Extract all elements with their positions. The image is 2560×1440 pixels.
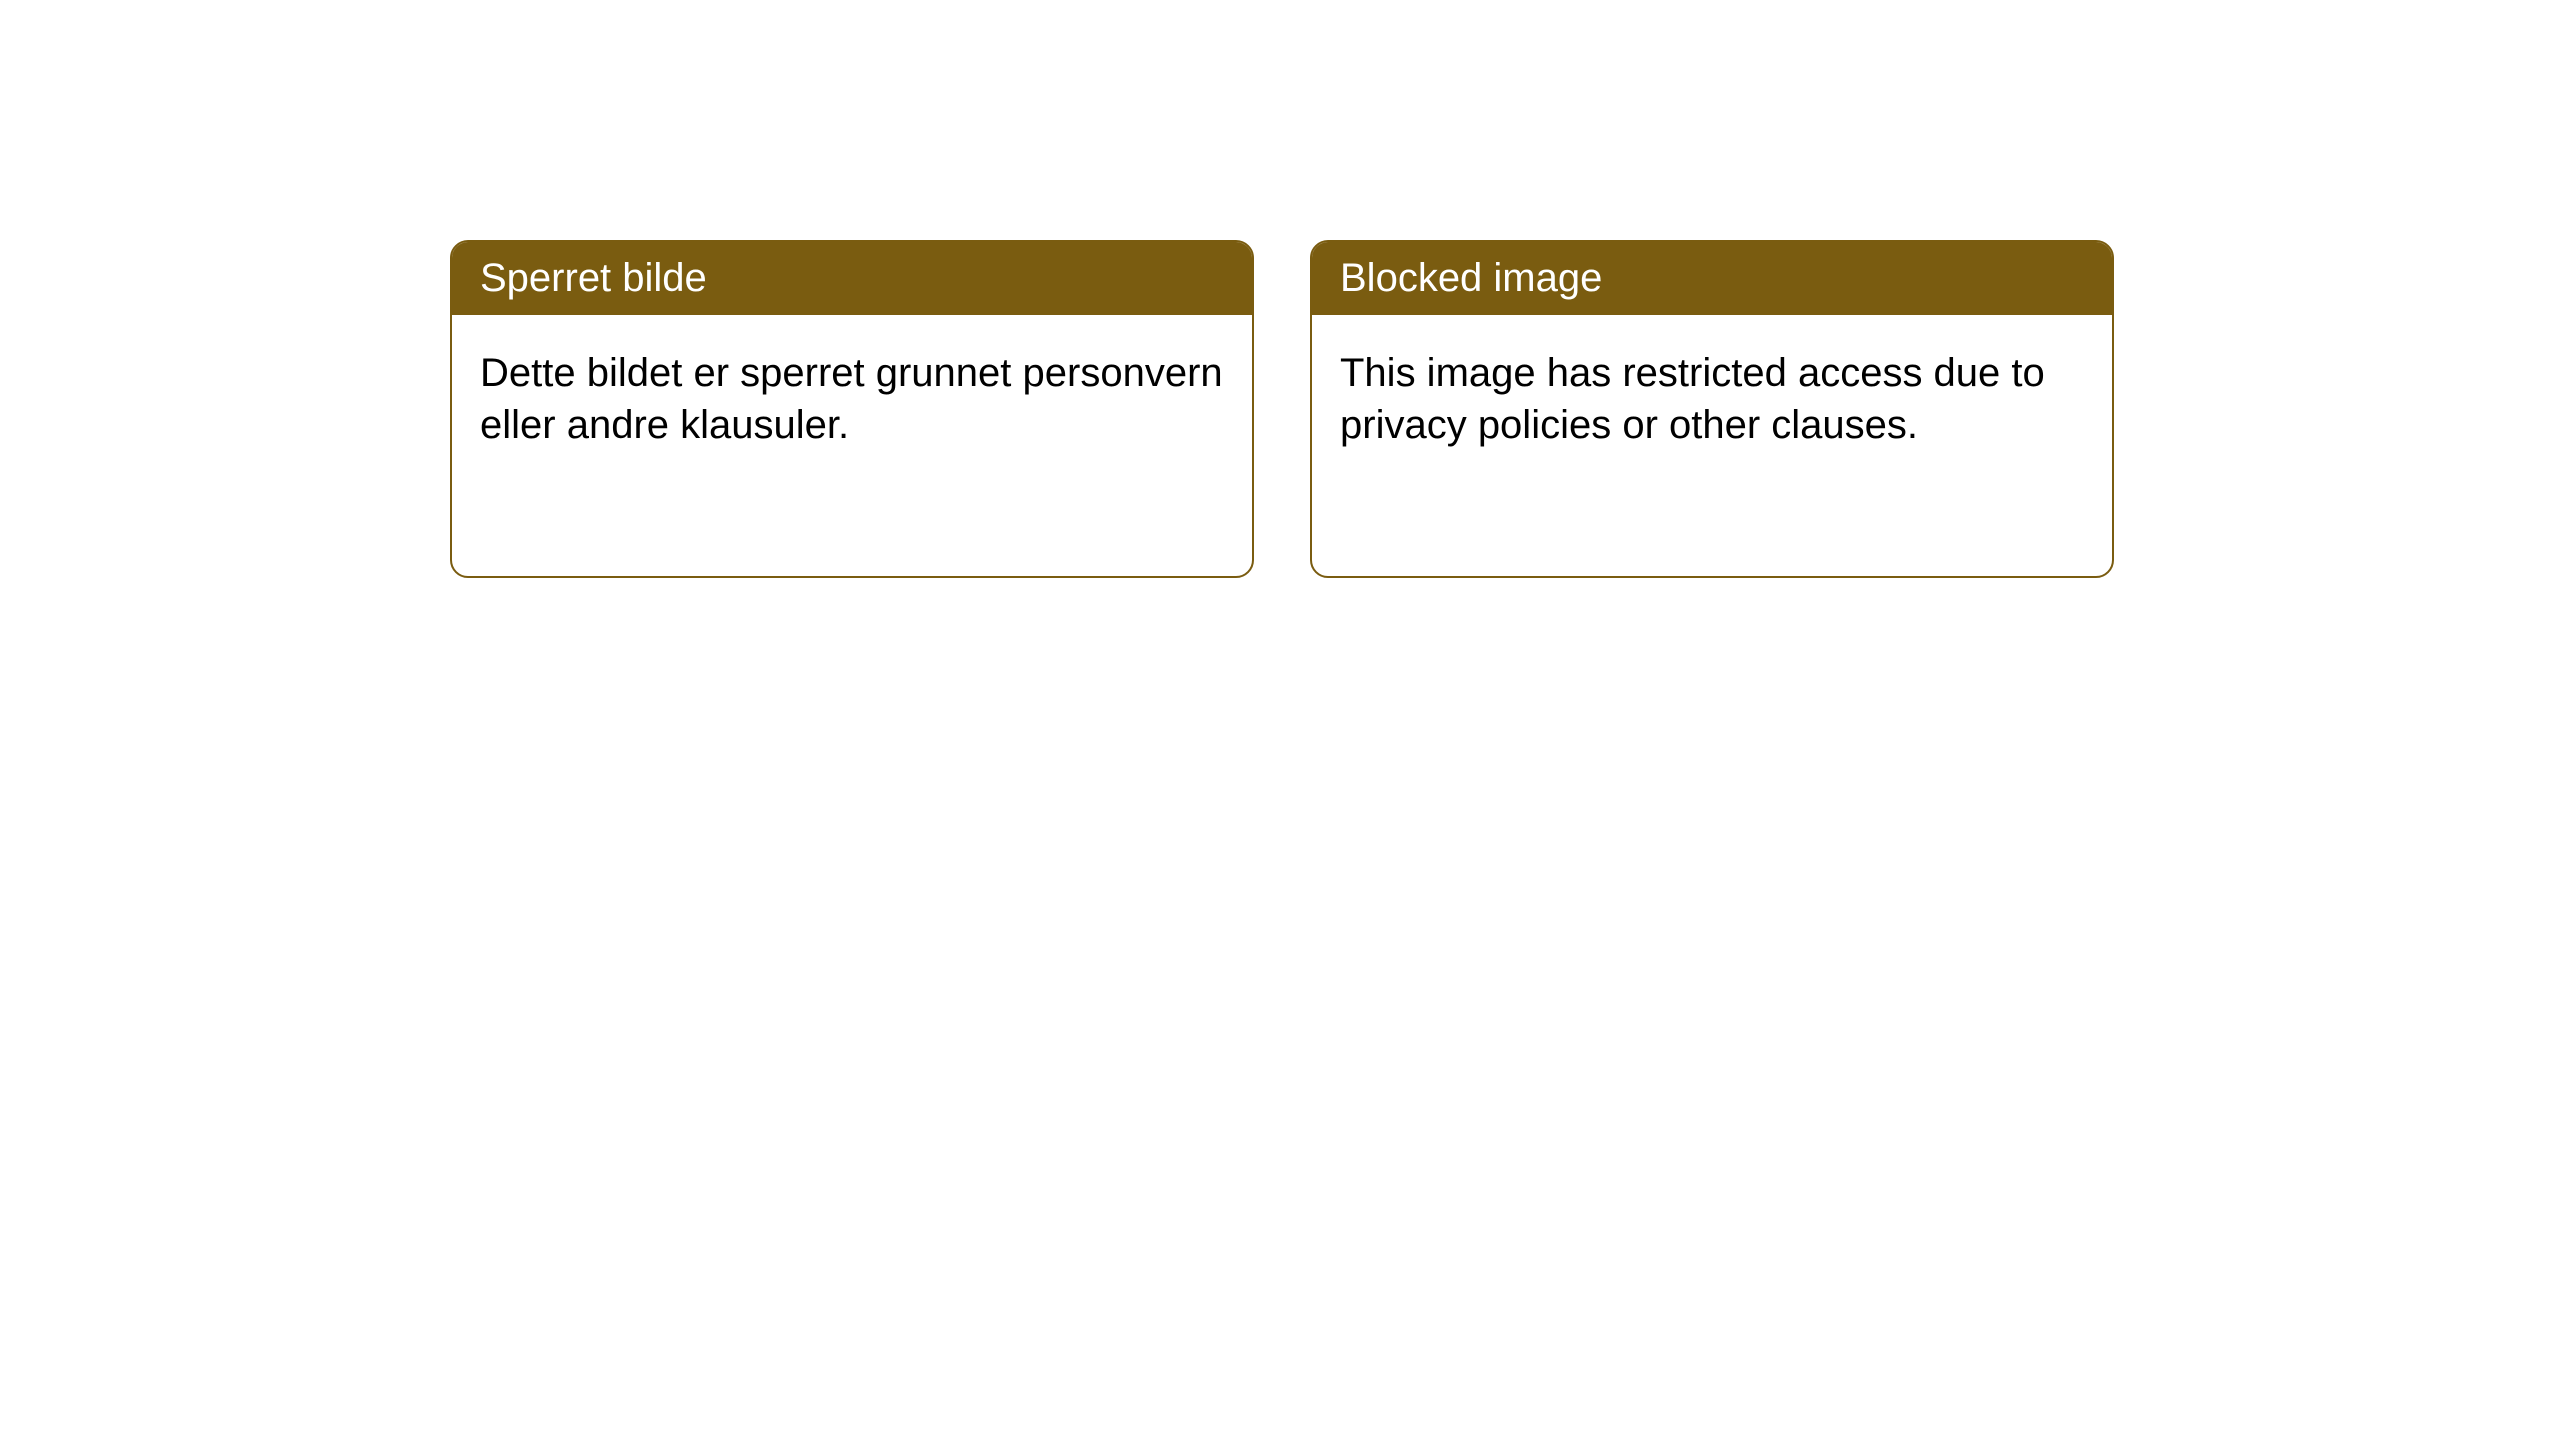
notice-header: Blocked image [1312, 242, 2112, 315]
notice-container: Sperret bilde Dette bildet er sperret gr… [0, 0, 2560, 578]
notice-card-norwegian: Sperret bilde Dette bildet er sperret gr… [450, 240, 1254, 578]
notice-body-text: This image has restricted access due to … [1340, 351, 2045, 447]
notice-title: Sperret bilde [480, 256, 707, 300]
notice-body: This image has restricted access due to … [1312, 315, 2112, 483]
notice-card-english: Blocked image This image has restricted … [1310, 240, 2114, 578]
notice-header: Sperret bilde [452, 242, 1252, 315]
notice-title: Blocked image [1340, 256, 1602, 300]
notice-body-text: Dette bildet er sperret grunnet personve… [480, 351, 1223, 447]
notice-body: Dette bildet er sperret grunnet personve… [452, 315, 1252, 483]
